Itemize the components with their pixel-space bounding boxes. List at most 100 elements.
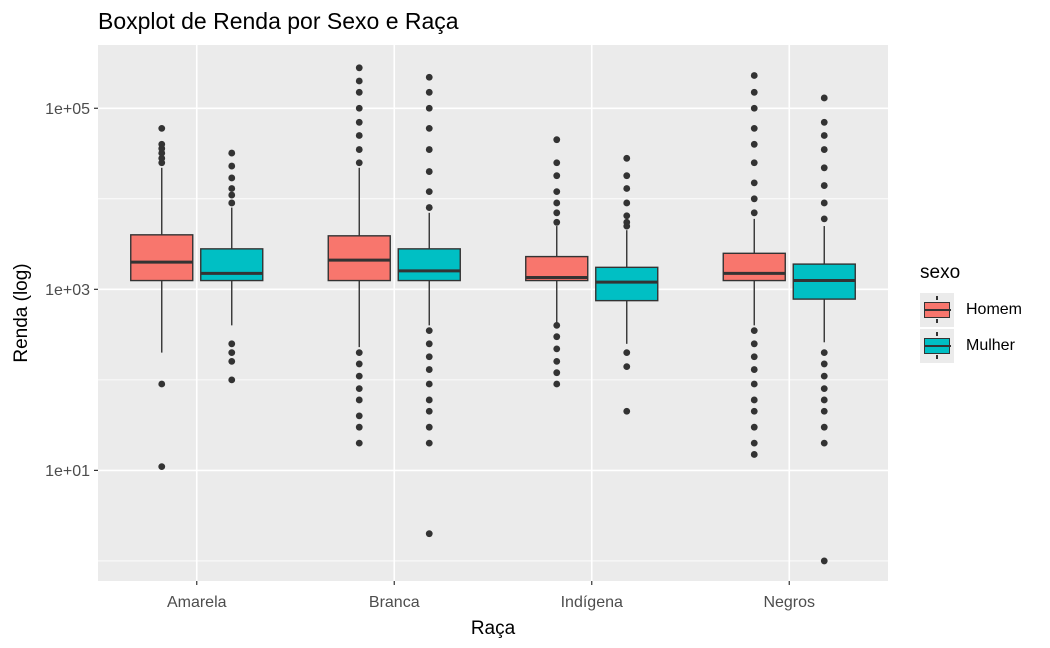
outlier-point [228,162,236,170]
outlier-point [553,380,561,388]
outlier-point [228,185,236,192]
box-homem [130,234,194,282]
x-tick-label: Negros [763,594,815,611]
box-mulher [595,266,659,302]
x-tick-label: Indígena [561,594,623,611]
outlier-point [553,172,561,180]
outlier-point [228,149,236,157]
outlier-point [425,204,433,211]
outlier-point [553,159,561,167]
outlier-point [623,212,631,220]
outlier-point [820,182,828,189]
outlier-point [425,124,433,132]
outlier-point [623,349,631,357]
outlier-point [750,353,758,361]
outlier-point [355,372,363,380]
axes: 1e+01 1e+03 1e+05 Amarela Branca Indígena Negr… [45,101,815,611]
legend-item-mulher: Mulher [920,328,1022,364]
outlier-point [228,357,236,365]
outlier-point [355,118,363,126]
outlier-point [750,327,758,335]
outlier-point [425,168,433,175]
legend-key-whisker [936,296,938,300]
outlier-point [158,124,166,132]
outlier-point [228,199,236,207]
box-mulher [200,248,264,282]
y-tick-label: 1e+03 [45,282,90,299]
outlier-point [820,215,828,223]
legend-key-whisker [936,332,938,336]
outlier-point [623,199,631,207]
outlier-point [425,188,433,196]
outlier-point [820,396,828,404]
box-mulher [397,248,461,282]
outlier-point [750,104,758,112]
outlier-point [750,407,758,415]
outlier-point [228,191,236,199]
outlier-point [158,140,166,148]
outlier-point [750,423,758,431]
outlier-point [425,104,433,112]
outlier-point [820,146,828,153]
outlier-point [750,124,758,132]
outlier-point [820,372,828,380]
outlier-point [355,88,363,96]
box-homem [525,255,589,282]
outlier-point [553,333,561,341]
legend-key-whisker [936,319,938,323]
outlier-point [750,195,758,203]
outlier-point [425,407,433,415]
legend-label: Mulher [966,337,1015,354]
outlier-point [750,380,758,388]
legend-key-whisker [936,355,938,359]
legend-title: sexo [920,262,961,283]
outlier-point [750,88,758,96]
outlier-point [355,385,363,393]
outlier-point [355,132,363,139]
outlier-point [425,327,433,335]
outlier-point [553,188,561,196]
legend-key-median [924,309,951,311]
outlier-point [553,218,561,226]
outlier-point [820,423,828,431]
outlier-point [553,199,561,207]
outlier-point [553,321,561,329]
y-tick-label: 1e+01 [45,463,90,480]
outlier-point [820,349,828,357]
outlier-point [228,174,236,182]
legend-key [920,329,954,363]
grid-lines [98,45,888,581]
outlier-point [553,209,561,217]
outlier-point [750,366,758,373]
outlier-point [750,179,758,187]
outlier-point [425,380,433,388]
legend-item-homem: Homem [920,292,1022,328]
outlier-point [355,412,363,420]
legend-key [920,293,954,327]
outlier-point [355,64,363,72]
outlier-point [425,396,433,404]
box-homem [722,252,786,282]
outlier-point [355,396,363,404]
legend: sexo Homem Mulher [920,262,1022,364]
outlier-point [820,385,828,393]
outlier-point [820,132,828,139]
outlier-point [820,118,828,126]
outlier-point [623,407,631,415]
outlier-point [820,557,828,565]
outlier-point [820,360,828,368]
outlier-point [355,77,363,85]
outlier-point [425,146,433,153]
outlier-point [355,349,363,357]
legend-label: Homem [966,301,1023,318]
outlier-point [425,530,433,538]
outlier-point [425,73,433,81]
outlier-point [623,154,631,162]
outlier-point [750,209,758,217]
outlier-point [820,407,828,415]
outlier-point [820,94,828,102]
outlier-point [158,380,166,388]
outlier-point [425,423,433,431]
outlier-point [355,159,363,167]
outlier-point [355,439,363,447]
